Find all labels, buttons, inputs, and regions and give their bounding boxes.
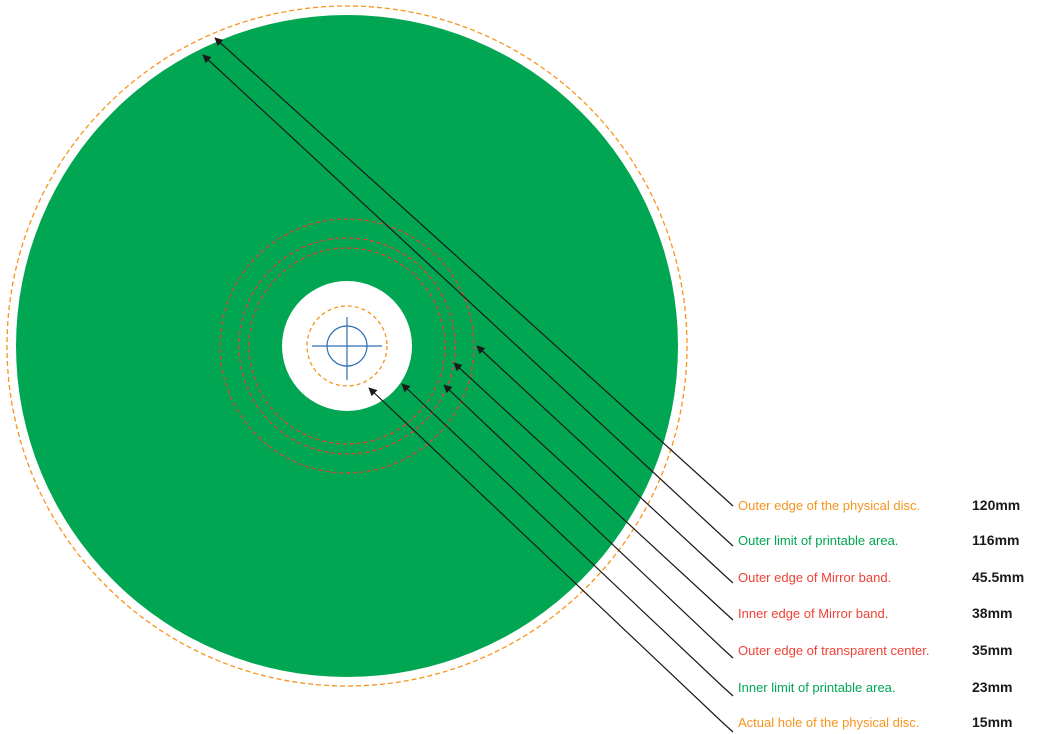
callout-7: Actual hole of the physical disc. 15mm (368, 387, 1012, 733)
leader-line (476, 345, 734, 584)
label-text: Actual hole of the physical disc. (738, 715, 919, 730)
label-value: 38mm (972, 605, 1012, 621)
label-value: 45.5mm (972, 569, 1024, 585)
callout-1: Outer edge of the physical disc. 120mm (214, 37, 1020, 513)
callout-6: Inner limit of printable area. 23mm (401, 383, 1012, 697)
leader-line (401, 383, 734, 697)
label-text: Outer limit of printable area. (738, 533, 898, 548)
leader-line (202, 54, 734, 547)
label-value: 35mm (972, 642, 1012, 658)
leader-line (453, 362, 734, 621)
label-value: 15mm (972, 714, 1012, 730)
label-text: Outer edge of transparent center. (738, 643, 930, 658)
label-value: 120mm (972, 497, 1020, 513)
label-text: Inner limit of printable area. (738, 680, 896, 695)
transparent-center-outer-edge (248, 247, 446, 445)
leader-line (368, 387, 734, 733)
label-value: 116mm (972, 532, 1019, 548)
leader-line (443, 384, 734, 659)
physical-disc-hole (306, 305, 388, 387)
callout-3: Outer edge of Mirror band. 45.5mm (476, 345, 1024, 585)
label-value: 23mm (972, 679, 1012, 695)
center-crosshair-icon (312, 317, 382, 380)
mirror-band-inner-edge (238, 237, 456, 455)
callout-4: Inner edge of Mirror band. 38mm (453, 362, 1012, 621)
label-text: Outer edge of the physical disc. (738, 498, 920, 513)
label-text: Inner edge of Mirror band. (738, 606, 888, 621)
callout-2: Outer limit of printable area. 116mm (202, 54, 1019, 548)
leader-line (214, 37, 734, 507)
physical-disc-outer-edge (6, 5, 688, 687)
mirror-band-outer-edge (219, 218, 475, 474)
callout-5: Outer edge of transparent center. 35mm (443, 384, 1012, 659)
label-text: Outer edge of Mirror band. (738, 570, 891, 585)
